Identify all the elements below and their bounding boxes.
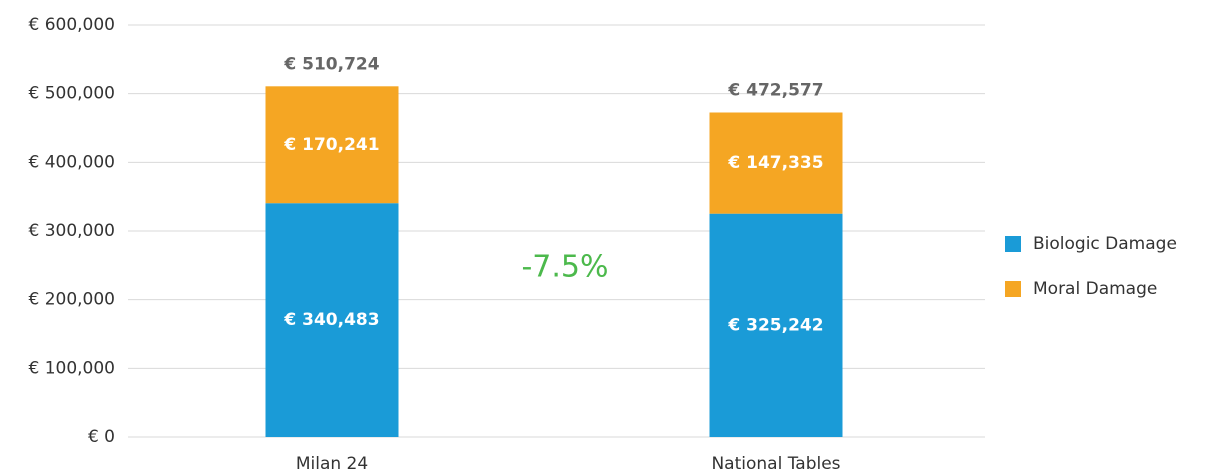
y-tick-label: € 500,000: [28, 84, 115, 104]
y-tick-label: € 200,000: [28, 290, 115, 310]
y-tick-label: € 400,000: [28, 152, 115, 172]
y-tick-label: € 0: [88, 427, 115, 447]
value-label: € 170,241: [283, 135, 379, 155]
value-label: € 340,483: [283, 310, 379, 330]
bar-segment: [709, 112, 843, 214]
y-tick-label: € 600,000: [28, 15, 115, 35]
value-label: € 147,335: [727, 153, 823, 173]
legend-label: Moral Damage: [1033, 279, 1157, 299]
total-label: € 472,577: [727, 80, 823, 100]
bar-segment: [265, 203, 399, 437]
y-tick-label: € 300,000: [28, 221, 115, 241]
total-label: € 510,724: [283, 54, 379, 74]
value-label: € 325,242: [727, 315, 823, 335]
bar-segment: [265, 86, 399, 204]
legend-swatch: [1005, 236, 1021, 252]
legend-swatch: [1005, 281, 1021, 297]
y-tick-label: € 100,000: [28, 358, 115, 378]
x-tick-label: National Tables: [711, 454, 840, 473]
x-tick-label: Milan 24: [296, 454, 368, 473]
bar-segment: [709, 213, 843, 437]
annotation: -7.5%: [521, 250, 608, 285]
legend-label: Biologic Damage: [1033, 234, 1177, 254]
